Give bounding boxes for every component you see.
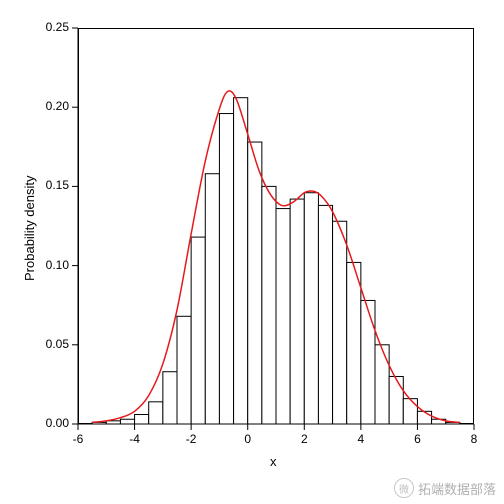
histogram-bar	[191, 237, 205, 424]
histogram-bar	[333, 221, 347, 424]
x-axis-title: x	[270, 454, 277, 469]
x-tick-label: -2	[179, 432, 203, 446]
histogram-bar	[177, 316, 191, 424]
histogram-bar	[149, 402, 163, 424]
histogram-bar	[234, 98, 248, 424]
y-tick-label: 0.00	[46, 416, 69, 430]
y-axis-title: Probability density	[22, 176, 37, 282]
histogram-bar	[403, 399, 417, 424]
histogram-bar	[290, 199, 304, 424]
histogram-bar	[276, 209, 290, 424]
histogram-bar	[135, 414, 149, 424]
x-tick-label: 0	[236, 432, 260, 446]
x-tick-label: -4	[123, 432, 147, 446]
histogram-bar	[375, 345, 389, 424]
x-tick-label: -6	[66, 432, 90, 446]
chart-svg	[0, 0, 504, 504]
wechat-icon: 微	[394, 478, 414, 498]
y-tick-label: 0.15	[46, 178, 69, 192]
watermark-text: 拓端数据部落	[418, 479, 496, 498]
histogram-bar	[347, 262, 361, 424]
histogram-bar	[389, 376, 403, 424]
y-tick-label: 0.05	[46, 337, 69, 351]
histogram-bar	[120, 419, 134, 424]
watermark: 微 拓端数据部落	[394, 478, 496, 498]
histogram-bar	[106, 421, 120, 424]
x-tick-label: 6	[405, 432, 429, 446]
histogram-bar	[248, 142, 262, 424]
x-tick-label: 2	[292, 432, 316, 446]
histogram-bar	[205, 174, 219, 424]
histogram-bar	[417, 411, 431, 424]
histogram-bar	[361, 300, 375, 424]
histogram-bar	[318, 205, 332, 424]
x-tick-label: 4	[349, 432, 373, 446]
y-tick-label: 0.10	[46, 258, 69, 272]
x-tick-label: 8	[462, 432, 486, 446]
histogram-bar	[219, 114, 233, 424]
histogram-bar	[262, 186, 276, 424]
y-tick-label: 0.20	[46, 99, 69, 113]
histogram-bar	[163, 372, 177, 424]
histogram-bar	[304, 193, 318, 424]
y-tick-label: 0.25	[46, 20, 69, 34]
